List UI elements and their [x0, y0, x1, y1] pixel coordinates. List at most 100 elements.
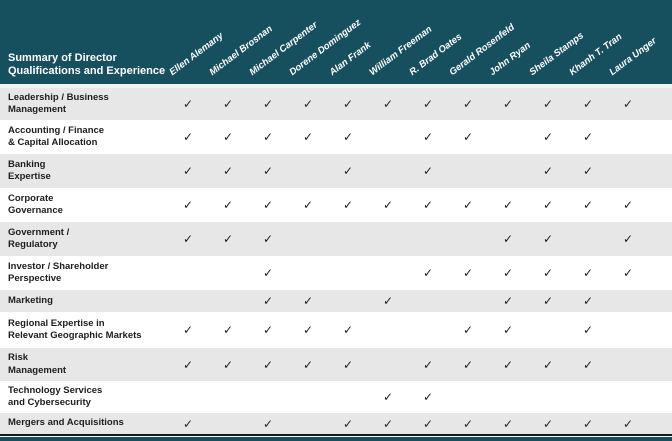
director-name: Dorene Dominguez	[287, 17, 364, 78]
check-icon: ✓	[502, 97, 514, 111]
check-icon: ✓	[182, 130, 194, 144]
check-icon: ✓	[342, 416, 354, 431]
check-icon: ✓	[262, 130, 274, 144]
qualification-label: Marketing	[8, 294, 53, 306]
director-name: Michael Carpenter	[247, 19, 320, 79]
check-icon: ✓	[502, 416, 514, 431]
qualification-row: Corporate Governance ✓ ✓ ✓ ✓ ✓ ✓ ✓ ✓ ✓ ✓ ✓ ✓	[0, 188, 672, 222]
check-icon: ✓	[542, 232, 554, 246]
check-icon: ✓	[382, 198, 394, 212]
check-icon: ✓	[422, 266, 434, 280]
check-icon: ✓	[582, 164, 594, 178]
check-icon: ✓	[262, 357, 274, 372]
qualification-row: Technology Services and Cybersecurity ✓ ✓	[0, 381, 672, 413]
check-icon: ✓	[542, 294, 554, 308]
check-icon: ✓	[582, 416, 594, 431]
table-title: Summary of Director Qualifications and E…	[8, 51, 166, 78]
check-icon: ✓	[262, 294, 274, 308]
qualification-row: Mergers and Acquisitions ✓ ✓ ✓ ✓ ✓ ✓ ✓ ✓ ✓ ✓	[0, 413, 672, 434]
qualification-label: Risk Management	[8, 352, 67, 376]
qualification-label: Investor / Shareholder Perspective	[8, 260, 109, 284]
check-icon: ✓	[502, 323, 514, 337]
bottom-rule-dark	[0, 434, 672, 436]
check-icon: ✓	[582, 97, 594, 111]
check-icon: ✓	[542, 130, 554, 144]
check-icon: ✓	[502, 198, 514, 212]
director-name: Gerald Rosenfeld	[447, 21, 517, 78]
qualification-row: Leadership / Business Management ✓ ✓ ✓ ✓ ✓ ✓ ✓ ✓…	[0, 88, 672, 120]
check-icon: ✓	[222, 323, 234, 337]
check-icon: ✓	[582, 198, 594, 212]
check-icon: ✓	[422, 390, 434, 404]
check-icon: ✓	[222, 232, 234, 246]
check-icon: ✓	[302, 294, 314, 308]
qualification-row: Marketing ✓ ✓ ✓ ✓ ✓ ✓	[0, 290, 672, 312]
check-icon: ✓	[182, 198, 194, 212]
check-icon: ✓	[582, 294, 594, 308]
qualification-label: Regional Expertise in Relevant Geographi…	[8, 317, 142, 341]
check-icon: ✓	[582, 266, 594, 280]
check-icon: ✓	[542, 97, 554, 111]
qualification-row: Banking Expertise ✓ ✓ ✓ ✓ ✓ ✓ ✓	[0, 154, 672, 188]
header-divider	[0, 84, 672, 88]
check-icon: ✓	[182, 416, 194, 431]
qualification-row: Government / Regulatory ✓ ✓ ✓ ✓ ✓ ✓	[0, 222, 672, 256]
qualification-row: Risk Management ✓ ✓ ✓ ✓ ✓ ✓ ✓ ✓ ✓ ✓	[0, 348, 672, 381]
check-icon: ✓	[542, 416, 554, 431]
check-icon: ✓	[622, 266, 634, 280]
check-icon: ✓	[582, 323, 594, 337]
table-body: Leadership / Business Management ✓ ✓ ✓ ✓ ✓ ✓ ✓ ✓…	[0, 88, 672, 434]
qualification-label: Accounting / Finance & Capital Allocatio…	[8, 124, 105, 148]
bottom-rule-light	[0, 436, 672, 437]
check-icon: ✓	[542, 198, 554, 212]
qualification-label: Corporate Governance	[8, 192, 63, 216]
check-icon: ✓	[262, 164, 274, 178]
check-icon: ✓	[462, 266, 474, 280]
qualification-row: Investor / Shareholder Perspective ✓ ✓ ✓ ✓ ✓ ✓…	[0, 256, 672, 290]
check-icon: ✓	[302, 323, 314, 337]
check-icon: ✓	[622, 97, 634, 111]
check-icon: ✓	[462, 416, 474, 431]
check-icon: ✓	[222, 97, 234, 111]
check-icon: ✓	[342, 357, 354, 372]
check-icon: ✓	[502, 232, 514, 246]
check-icon: ✓	[542, 357, 554, 372]
check-icon: ✓	[262, 232, 274, 246]
check-icon: ✓	[422, 130, 434, 144]
check-icon: ✓	[222, 357, 234, 372]
check-icon: ✓	[382, 97, 394, 111]
check-icon: ✓	[462, 97, 474, 111]
qualification-row: Regional Expertise in Relevant Geographi…	[0, 312, 672, 348]
check-icon: ✓	[302, 97, 314, 111]
check-icon: ✓	[622, 416, 634, 431]
check-icon: ✓	[342, 198, 354, 212]
check-icon: ✓	[302, 357, 314, 372]
check-icon: ✓	[302, 130, 314, 144]
check-icon: ✓	[542, 164, 554, 178]
check-icon: ✓	[302, 198, 314, 212]
check-icon: ✓	[422, 416, 434, 431]
check-icon: ✓	[262, 266, 274, 280]
qualification-label: Technology Services and Cybersecurity	[8, 384, 103, 408]
check-icon: ✓	[582, 130, 594, 144]
check-icon: ✓	[422, 97, 434, 111]
check-icon: ✓	[262, 416, 274, 431]
check-icon: ✓	[382, 390, 394, 404]
check-icon: ✓	[222, 198, 234, 212]
qualification-label: Government / Regulatory	[8, 226, 70, 250]
qualification-label: Mergers and Acquisitions	[8, 417, 124, 429]
check-icon: ✓	[182, 97, 194, 111]
qualification-label: Leadership / Business Management	[8, 91, 109, 115]
check-icon: ✓	[582, 357, 594, 372]
check-icon: ✓	[222, 130, 234, 144]
check-icon: ✓	[422, 198, 434, 212]
check-icon: ✓	[462, 323, 474, 337]
check-icon: ✓	[462, 357, 474, 372]
check-icon: ✓	[502, 294, 514, 308]
check-icon: ✓	[182, 357, 194, 372]
check-icon: ✓	[222, 164, 234, 178]
check-icon: ✓	[422, 357, 434, 372]
qualification-label: Banking Expertise	[8, 158, 51, 182]
check-icon: ✓	[462, 130, 474, 144]
